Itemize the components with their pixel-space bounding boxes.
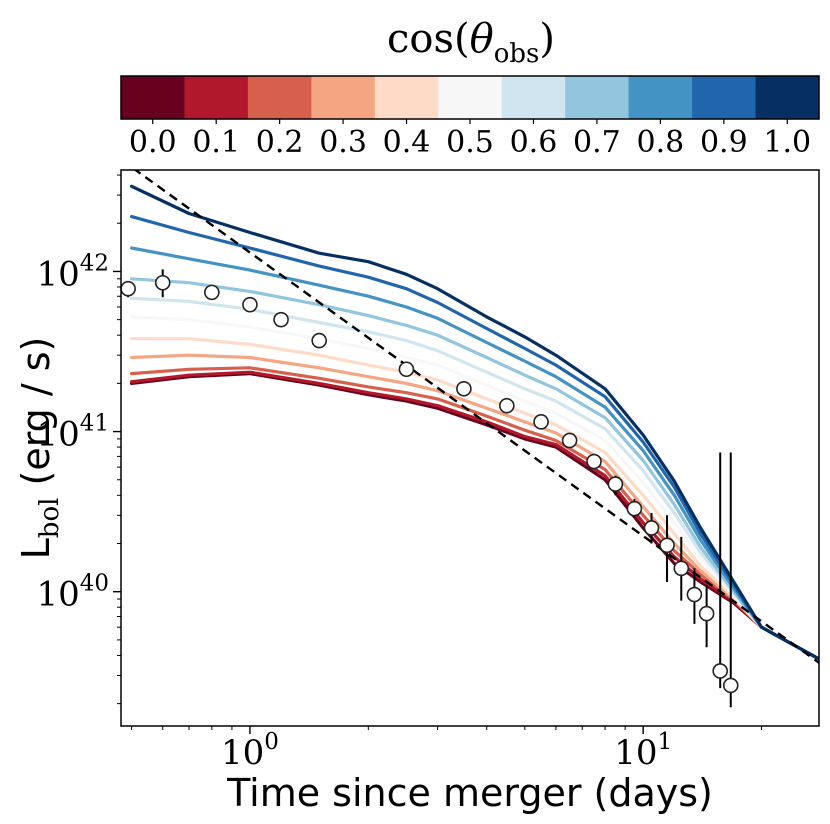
x-axis-label: Time since merger (days) [226,771,713,815]
observation-point [643,520,660,536]
series-lines [130,184,819,661]
observations [120,269,739,708]
plot-frame [120,169,820,727]
colorbar-tick-label: 1.0 [763,125,811,160]
power-law-group [133,170,819,664]
observation-point [659,537,675,554]
observation-point [154,274,171,291]
observation-point [242,296,258,313]
colorbar-tick-label: 0.2 [256,125,304,160]
observation-point [120,280,136,297]
colorbar-tick-label: 0.1 [192,125,240,160]
colorbar-tick-label: 0.8 [637,125,685,160]
colorbar-title: cos(θobs) [387,16,555,69]
series-line-0.3 [130,353,819,661]
observation-point [273,311,289,328]
series-line-0.7 [130,277,819,661]
x-tick-label: 100 [221,729,279,773]
colorbar-tick-label: 0.0 [129,125,177,160]
observation-point [586,453,602,470]
series-line-1.0 [130,184,819,661]
colorbar-swatch [121,76,185,119]
observation-point [456,380,472,397]
colorbar-swatch [247,76,312,119]
observation-point [204,284,220,301]
y-tick-label: 1041 [36,411,109,455]
colorbar-swatch [374,76,439,119]
colorbar-ticks: 0.0 0.1 0.2 0.3 0.4 0.5 0.6 0.7 0.8 0.9 1.0 [129,119,811,160]
observation-point [533,414,549,430]
observation-point [607,476,624,492]
colorbar-tick-label: 0.4 [383,125,431,160]
y-tick-label: 1042 [36,250,109,294]
colorbar-tick-label: 0.3 [319,125,367,160]
y-tick-label: 1040 [36,571,109,615]
series-line-0.8 [130,246,819,661]
observation-point [561,432,578,449]
colorbar-tick-label: 0.6 [510,125,558,160]
observation-point [686,586,703,603]
colorbar-frame [120,75,820,120]
colorbar-swatch [438,76,503,119]
colorbar: cos(θobs) 0.0 0.1 0.2 0.3 0.4 0.5 0.6 0.7 0.8 0.9… [120,16,820,160]
colorbar-swatch [565,76,630,119]
observation-point [626,500,643,517]
colorbar-tick-label: 0.5 [446,125,494,160]
observation-point [498,397,515,414]
colorbar-swatch [692,76,757,119]
colorbar-tick-label: 0.9 [700,125,748,160]
power-law-line [133,170,819,664]
colorbar-swatches [121,76,820,119]
observation-point [398,361,415,378]
observation-point [673,560,690,577]
series-line-0.4 [130,337,819,661]
colorbar-swatch [501,76,566,119]
series-line-0.2 [130,366,819,661]
series-line-0.5 [130,315,819,661]
series-line-0.6 [130,296,819,661]
observation-point [722,677,739,694]
observation-point [712,663,728,679]
observation-point [311,332,327,349]
colorbar-swatch [311,76,376,119]
series-line-0.9 [130,215,819,661]
colorbar-swatch [184,76,249,119]
colorbar-tick-label: 0.7 [573,125,621,160]
observation-point [698,605,715,622]
y-axis-label: Lbol (erg / s) [14,337,65,560]
x-tick-label: 101 [614,729,672,773]
colorbar-swatch [755,76,820,119]
axes-ticks: 100 101 1040 1041 1042 [36,174,763,773]
colorbar-swatch [628,76,693,119]
